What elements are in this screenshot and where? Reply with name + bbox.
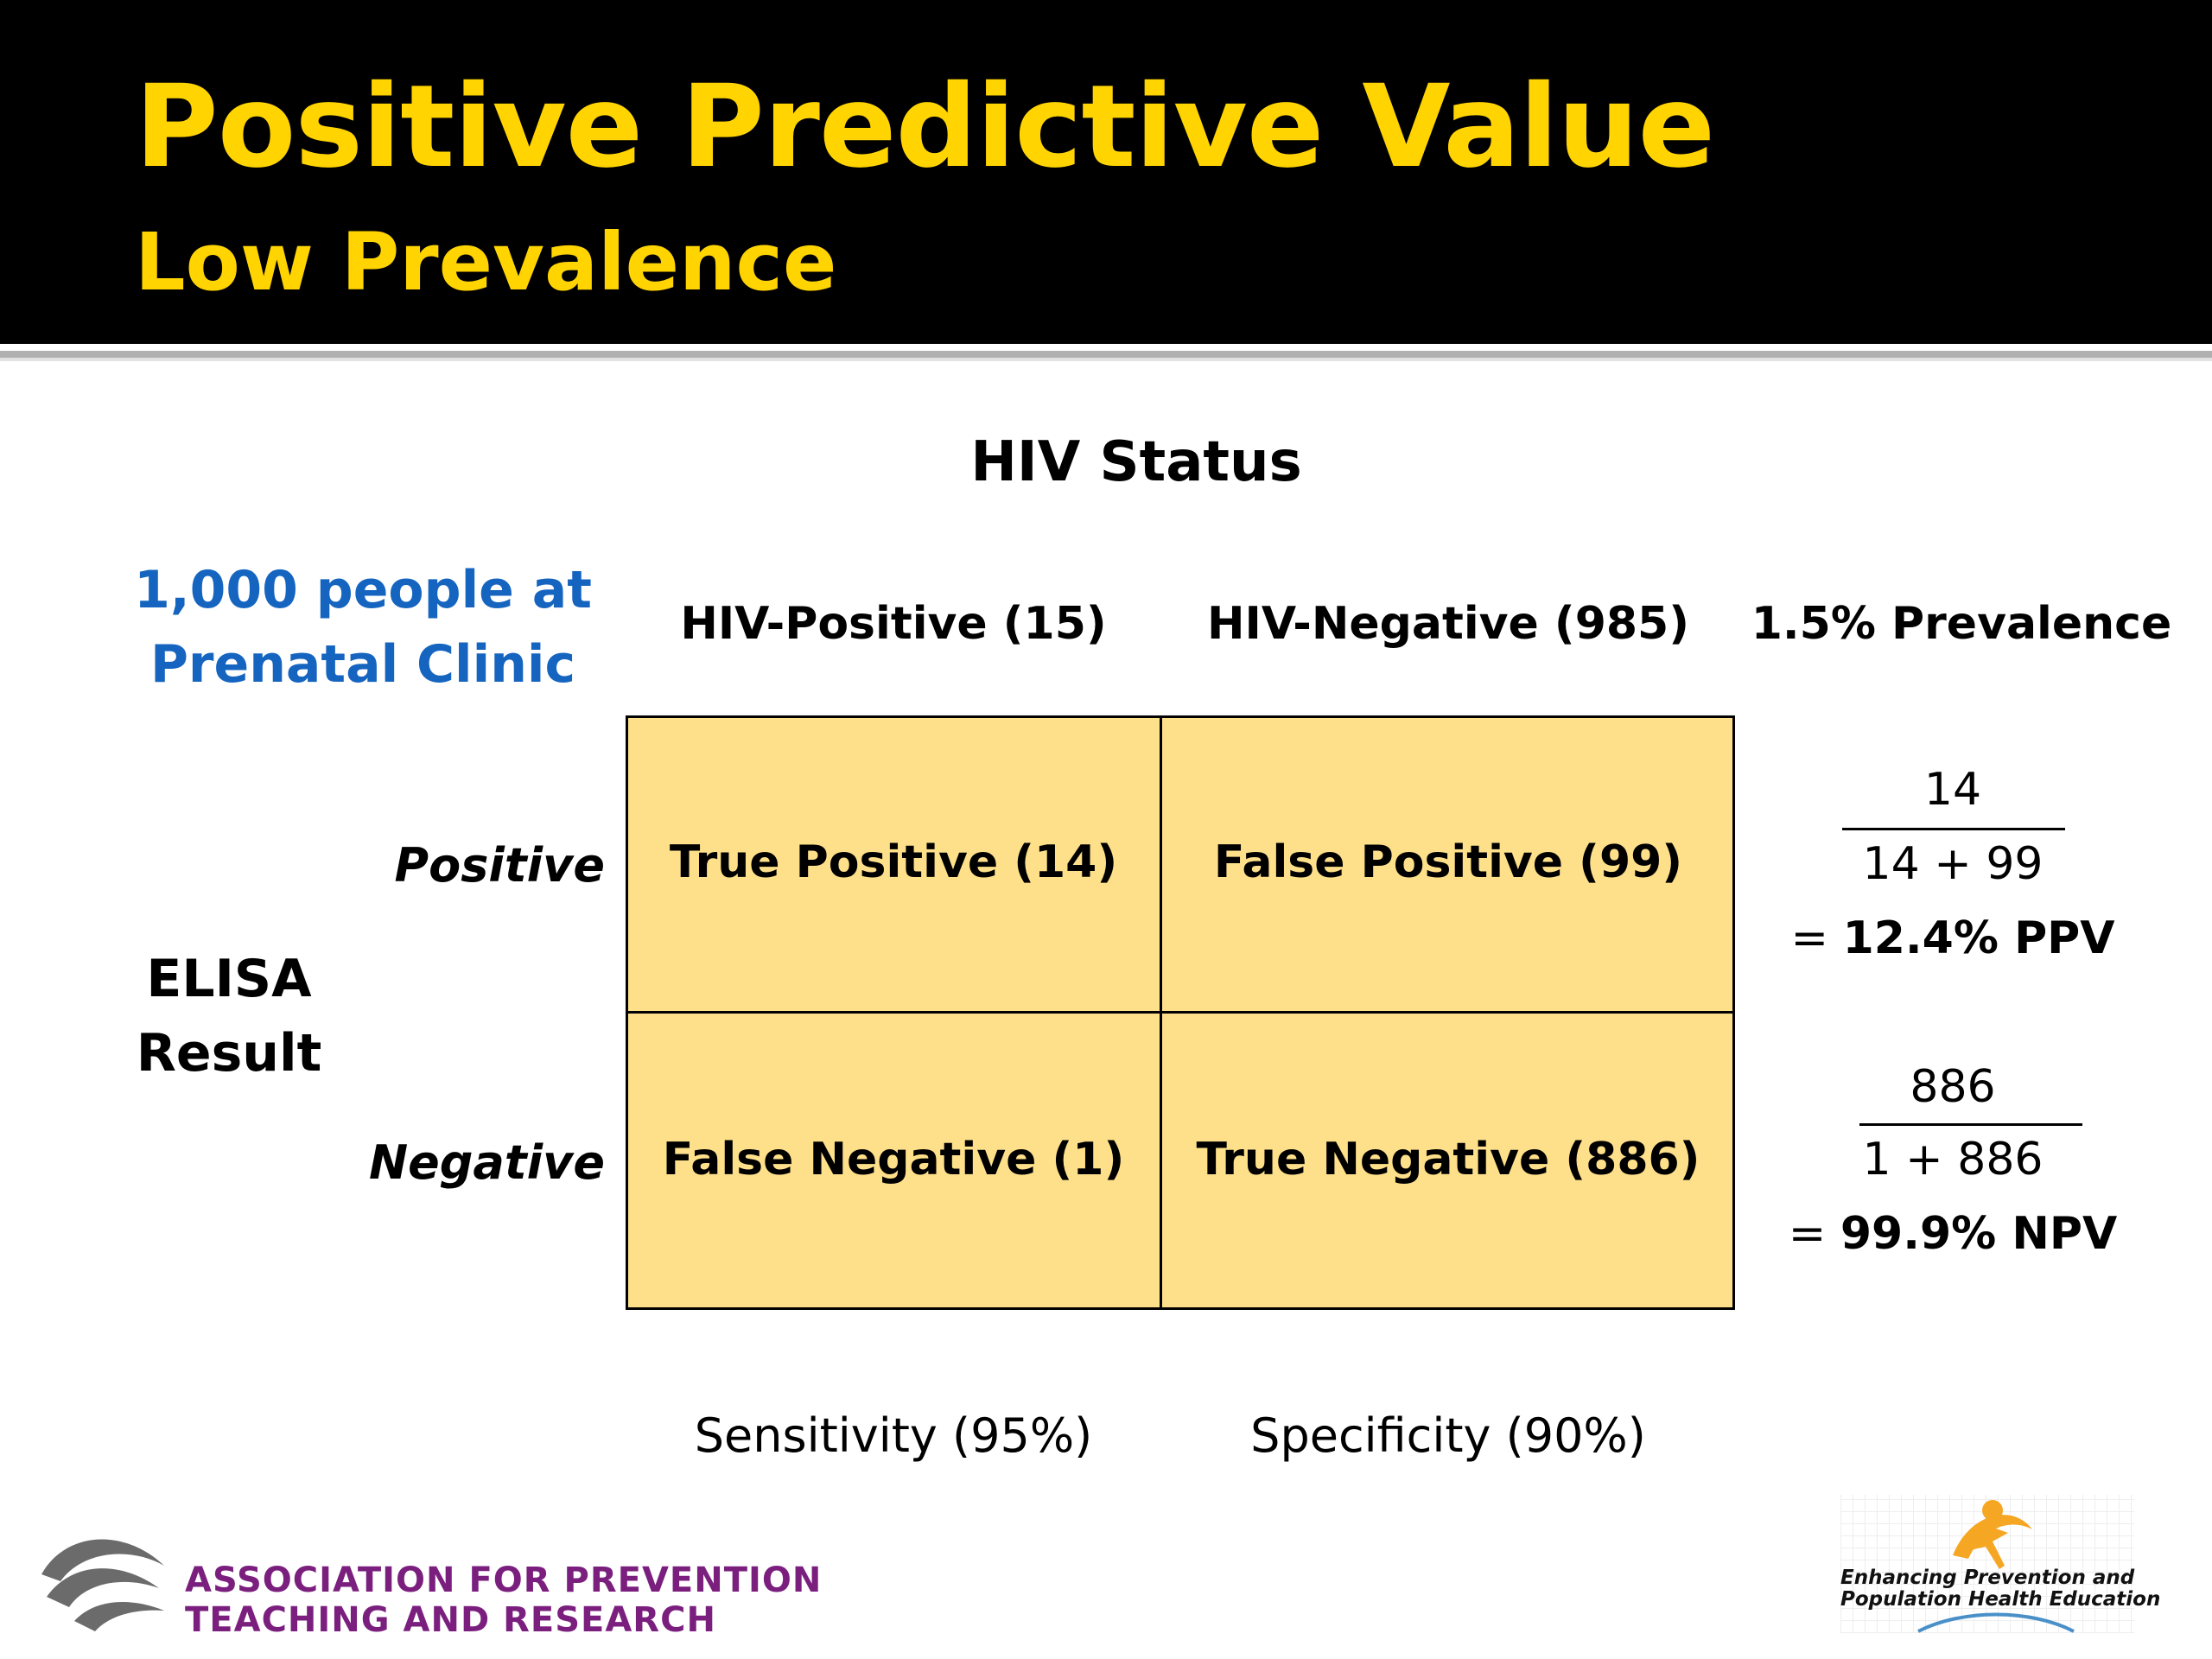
hiv-status-heading: HIV Status [970, 430, 1302, 494]
elisa-result-label: ELISA Result [136, 949, 322, 1084]
npv-denominator: 1 + 886 [1862, 1134, 2044, 1185]
cell-false-negative: False Negative (1) [662, 1134, 1125, 1185]
epphe-logo: Enhancing Prevention and Population Heal… [1840, 1495, 2161, 1633]
running-figure-icon [1953, 1500, 2032, 1569]
sensitivity-label: Sensitivity (95%) [694, 1408, 1093, 1463]
ppv-equals: = [1790, 912, 1843, 964]
aptr-logo-line1: ASSOCIATION FOR PREVENTION [185, 1560, 823, 1600]
ppv-result: = 12.4% PPV [1780, 912, 2126, 964]
npv-numerator: 886 [1910, 1061, 1996, 1113]
prevalence-label: 1.5% Prevalence [1751, 598, 2172, 650]
npv-fraction-line [1859, 1123, 2082, 1126]
epphe-arc-icon [1917, 1612, 2075, 1633]
cell-true-positive: True Positive (14) [669, 836, 1118, 888]
aptr-logo-line2: TEACHING AND RESEARCH [185, 1600, 716, 1640]
npv-result-value: 99.9% NPV [1840, 1208, 2118, 1260]
table-horizontal-divider [626, 1011, 1735, 1014]
ppv-denominator: 14 + 99 [1862, 838, 2044, 890]
npv-result: = 99.9% NPV [1780, 1208, 2126, 1260]
header-divider-light [0, 358, 2212, 361]
aptr-logo-text: ASSOCIATION FOR PREVENTION TEACHING AND … [185, 1560, 822, 1640]
header-divider [0, 351, 2212, 358]
title-bar: Positive Predictive Value Low Prevalence [0, 0, 2212, 344]
cell-true-negative: True Negative (886) [1196, 1134, 1700, 1185]
slide-subtitle: Low Prevalence [135, 216, 837, 308]
specificity-label: Specificity (90%) [1250, 1408, 1646, 1463]
slide-title: Positive Predictive Value [135, 60, 1715, 194]
cell-false-positive: False Positive (99) [1213, 836, 1683, 888]
epphe-logo-line2: Population Health Education [1840, 1588, 2161, 1611]
column-header-hiv-negative: HIV-Negative (985) [1206, 598, 1690, 650]
ppv-numerator: 14 [1923, 764, 1982, 816]
ppv-result-value: 12.4% PPV [1842, 912, 2115, 964]
column-header-hiv-positive: HIV-Positive (15) [680, 598, 1107, 650]
clinic-label: 1,000 people at Prenatal Clinic [134, 560, 592, 695]
epphe-logo-text: Enhancing Prevention and Population Heal… [1840, 1567, 2161, 1611]
aptr-swoosh-icon [41, 1539, 164, 1631]
row-label-positive: Positive [394, 838, 605, 893]
ppv-fraction-line [1842, 828, 2065, 830]
epphe-logo-line1: Enhancing Prevention and [1840, 1567, 2135, 1589]
npv-equals: = [1788, 1208, 1840, 1260]
row-label-negative: Negative [368, 1135, 605, 1190]
